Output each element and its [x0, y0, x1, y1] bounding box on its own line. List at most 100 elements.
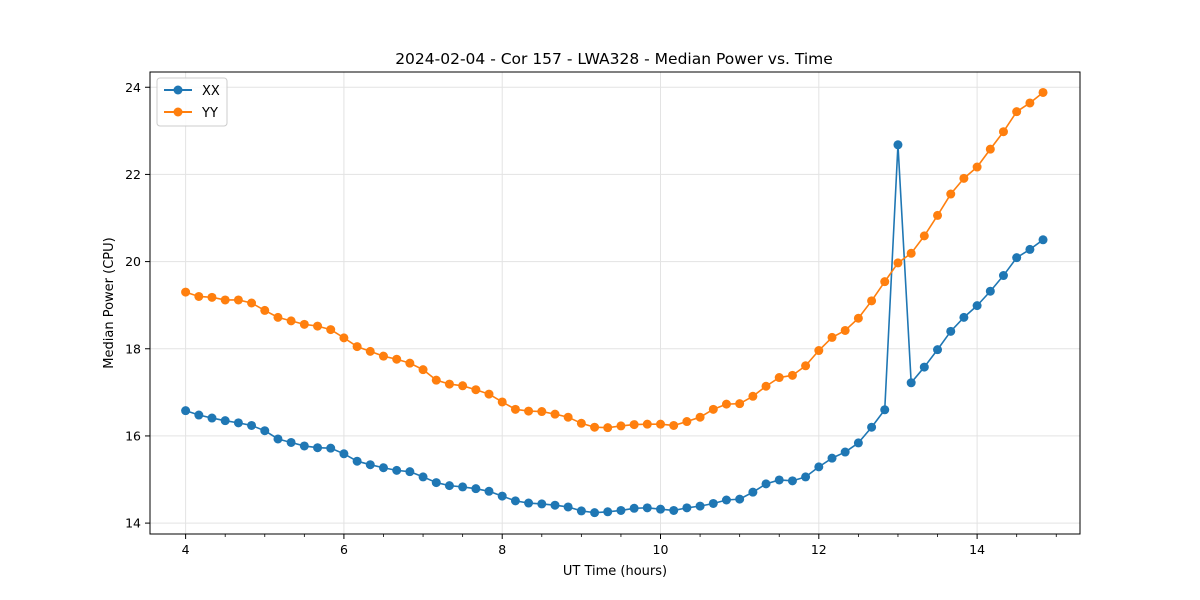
- series-xx-point: [972, 301, 982, 311]
- series-xx-point: [616, 505, 626, 515]
- series-xx-point: [761, 479, 771, 489]
- series-yy-point: [484, 389, 494, 399]
- series-xx-point: [906, 378, 916, 388]
- y-tick-label: 14: [125, 516, 141, 531]
- series-xx-point: [827, 453, 837, 463]
- series-xx-point: [985, 286, 995, 296]
- series-xx-point: [233, 418, 243, 428]
- series-yy-point: [194, 291, 204, 301]
- series-yy-point: [352, 342, 362, 352]
- x-tick-label: 12: [811, 542, 827, 557]
- series-yy-point: [656, 419, 666, 429]
- series-xx-point: [299, 441, 309, 451]
- series-xx-point: [181, 406, 191, 416]
- series-yy-point: [181, 287, 191, 297]
- series-xx-point: [933, 345, 943, 355]
- series-xx-point: [748, 487, 758, 497]
- series-yy-point: [985, 144, 995, 154]
- series-xx-point: [247, 420, 257, 430]
- series-xx-point: [313, 443, 323, 453]
- series-xx-point: [1025, 244, 1035, 254]
- series-yy-point: [260, 305, 270, 315]
- series-yy-point: [220, 295, 230, 305]
- series-yy-point: [444, 379, 454, 389]
- series-xx-point: [959, 312, 969, 322]
- series-yy-point: [761, 381, 771, 391]
- series-yy-point: [458, 381, 468, 391]
- series-xx-point: [998, 271, 1008, 281]
- series-yy-point: [814, 346, 824, 356]
- series-xx-point: [919, 362, 929, 372]
- series-yy-point: [550, 409, 560, 419]
- legend-yy-marker: [173, 107, 183, 117]
- series-xx-point: [669, 505, 679, 515]
- series-xx-point: [431, 478, 441, 488]
- series-xx-point: [444, 481, 454, 491]
- series-xx-point: [590, 508, 600, 518]
- series-yy-point: [748, 391, 758, 401]
- series-yy-point: [893, 258, 903, 268]
- series-yy-point: [880, 277, 890, 287]
- series-xx-point: [695, 501, 705, 511]
- y-tick-label: 18: [125, 341, 141, 356]
- series-yy-point: [524, 406, 534, 416]
- series-xx-point: [339, 449, 349, 459]
- series-yy-point: [708, 404, 718, 414]
- x-axis-label: UT Time (hours): [563, 564, 667, 579]
- series-yy-point: [378, 351, 388, 361]
- y-tick-label: 24: [125, 80, 141, 95]
- series-xx-point: [260, 426, 270, 436]
- series-yy-point: [286, 316, 296, 326]
- series-yy-point: [339, 333, 349, 343]
- series-yy-point: [299, 319, 309, 329]
- legend-yy-label: YY: [201, 106, 218, 121]
- series-xx-point: [378, 463, 388, 473]
- series-xx-point: [326, 443, 336, 453]
- y-tick-label: 16: [125, 428, 141, 443]
- series-xx-point: [814, 462, 824, 472]
- legend-xx-label: XX: [202, 84, 220, 99]
- series-yy-point: [774, 373, 784, 383]
- series-xx-point: [629, 503, 639, 513]
- series-xx-point: [774, 475, 784, 485]
- series-yy-point: [1038, 87, 1048, 97]
- series-xx-point: [497, 491, 507, 501]
- series-yy-point: [1012, 107, 1022, 117]
- legend: XX YY: [156, 77, 228, 127]
- series-yy-point: [998, 127, 1008, 137]
- series-yy-point: [853, 313, 863, 323]
- series-xx-point: [603, 507, 613, 517]
- y-tick-label: 22: [125, 167, 141, 182]
- series-xx-point: [286, 437, 296, 447]
- x-tick-label: 6: [340, 542, 348, 557]
- series-xx-point: [418, 472, 428, 482]
- series-xx-point: [550, 500, 560, 510]
- series-xx-point: [563, 502, 573, 512]
- series-xx-point: [484, 486, 494, 496]
- series-xx-point: [471, 484, 481, 494]
- series-xx-point: [1038, 235, 1048, 245]
- series-xx-point: [273, 434, 283, 444]
- series-yy-point: [418, 365, 428, 375]
- series-layer: [181, 87, 1048, 518]
- grid: [150, 72, 1080, 534]
- series-xx-point: [721, 495, 731, 505]
- series-xx-point: [682, 503, 692, 513]
- series-yy-point: [735, 399, 745, 409]
- series-xx-point: [708, 498, 718, 508]
- series-xx-point: [537, 499, 547, 509]
- series-yy-point: [590, 422, 600, 432]
- series-yy-point: [695, 412, 705, 422]
- series-xx-point: [880, 405, 890, 415]
- series-xx-point: [853, 438, 863, 448]
- series-xx-point: [867, 422, 877, 432]
- series-xx-point: [735, 494, 745, 504]
- series-yy-point: [1025, 98, 1035, 108]
- series-yy-point: [919, 231, 929, 241]
- series-yy-point: [326, 325, 336, 335]
- series-yy-point: [682, 417, 692, 427]
- series-xx-point: [392, 465, 402, 475]
- series-yy-point: [801, 361, 811, 371]
- series-yy-point: [471, 385, 481, 395]
- series-yy-point: [840, 325, 850, 335]
